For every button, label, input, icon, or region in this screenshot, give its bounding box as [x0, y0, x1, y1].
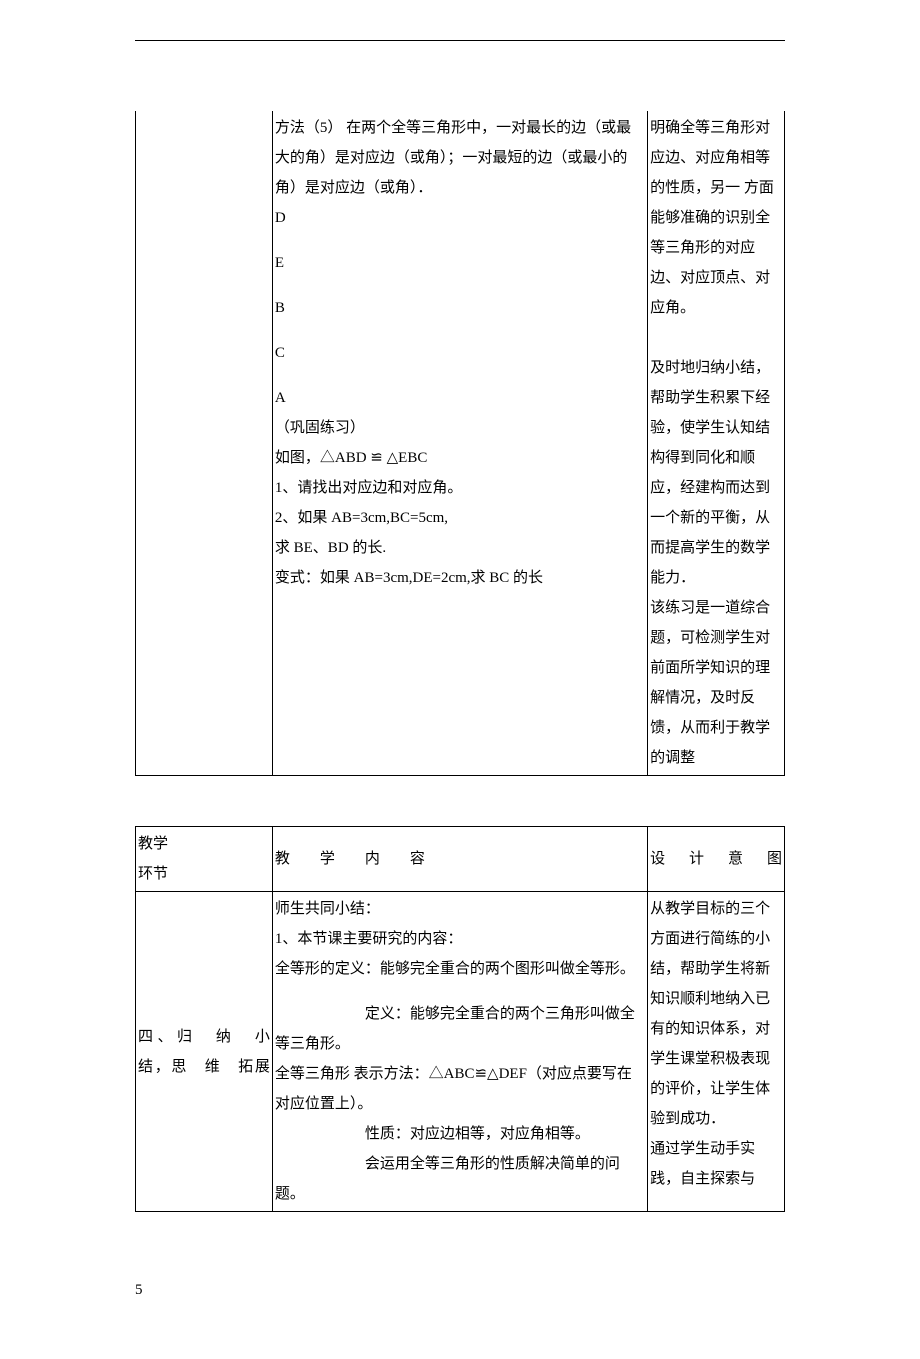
- table-1: 方法（5） 在两个全等三角形中，一对最长的边（或最大的角）是对应边（或角）；一对…: [135, 111, 785, 776]
- table-2-mid-cell: 师生共同小结： 1、本节课主要研究的内容： 全等形的定义：能够完全重合的两个图形…: [272, 892, 647, 1212]
- header-left-l1: 教学: [138, 829, 270, 859]
- congruent-triangle-def-text: 定义：能够完全重合的两个三角形叫做全等三角形。: [275, 1006, 635, 1052]
- header-mid-text: 教 学 内 容: [275, 844, 645, 874]
- point-a: A: [275, 383, 645, 413]
- spacer: [275, 368, 645, 383]
- table-1-left-cell: [136, 111, 273, 776]
- table-1-mid-cell: 方法（5） 在两个全等三角形中，一对最长的边（或最大的角）是对应边（或角）；一对…: [272, 111, 647, 776]
- page: 方法（5） 在两个全等三角形中，一对最长的边（或最大的角）是对应边（或角）；一对…: [0, 0, 920, 1359]
- top-horizontal-rule: [135, 40, 785, 41]
- header-right-text: 设 计 意 图: [650, 844, 782, 874]
- congruent-shape-def: 全等形的定义：能够完全重合的两个图形叫做全等形。: [275, 954, 645, 984]
- spacer: [275, 323, 645, 338]
- header-right: 设 计 意 图: [648, 827, 785, 892]
- design-intent-3: 该练习是一道综合题，可检测学生对前面所学知识的理解情况，及时反馈，从而利于教学的…: [650, 593, 782, 773]
- variant-question: 变式：如果 AB=3cm,DE=2cm,求 BC 的长: [275, 563, 645, 593]
- design-intent-2: 及时地归纳小结，帮助学生积累下经验，使学生认知结构得到同化和顺应，经建构而达到一…: [650, 353, 782, 593]
- spacer: [650, 323, 782, 353]
- spacer: [275, 278, 645, 293]
- properties: 性质：对应边相等，对应角相等。: [275, 1119, 645, 1149]
- design-intent-5: 通过学生动手实践，自主探索与: [650, 1134, 782, 1194]
- properties-text: 性质：对应边相等，对应角相等。: [365, 1126, 590, 1142]
- question-2: 2、如果 AB=3cm,BC=5cm,: [275, 503, 645, 533]
- header-mid: 教 学 内 容: [272, 827, 647, 892]
- notation-method: 全等三角形 表示方法：△ABC≌△DEF（对应点要写在对应位置上）。: [275, 1059, 645, 1119]
- table-2-left-cell: 四、归 纳 小结，思 维 拓展: [136, 892, 273, 1212]
- question-2b: 求 BE、BD 的长.: [275, 533, 645, 563]
- design-intent-1: 明确全等三角形对应边、对应角相等的性质，另一 方面能够准确的识别全等三角形的对应…: [650, 113, 782, 323]
- table-gap: [135, 776, 785, 826]
- design-intent-4: 从教学目标的三个方面进行简练的小结，帮助学生将新知识顺利地纳入已有的知识体系，对…: [650, 894, 782, 1134]
- spacer: [275, 233, 645, 248]
- table-1-right-cell: 明确全等三角形对应边、对应角相等的性质，另一 方面能够准确的识别全等三角形的对应…: [648, 111, 785, 776]
- application-text: 会运用全等三角形的性质解决简单的问题。: [275, 1156, 620, 1202]
- method5-text: 方法（5） 在两个全等三角形中，一对最长的边（或最大的角）是对应边（或角）；一对…: [275, 113, 645, 203]
- application: 会运用全等三角形的性质解决简单的问题。: [275, 1149, 645, 1209]
- point-c: C: [275, 338, 645, 368]
- table-2: 教学 环节 教 学 内 容 设 计 意 图 四、归 纳 小结，思 维 拓展 师生…: [135, 826, 785, 1212]
- header-left-l2: 环节: [138, 859, 270, 889]
- congruent-triangle-def: 定义：能够完全重合的两个三角形叫做全等三角形。: [275, 999, 645, 1059]
- point-d: D: [275, 203, 645, 233]
- summary-heading: 师生共同小结：: [275, 894, 645, 924]
- page-number: 5: [135, 1282, 785, 1299]
- point-e: E: [275, 248, 645, 278]
- figure-text: 如图，△ABD ≌ △EBC: [275, 443, 645, 473]
- question-1: 1、请找出对应边和对应角。: [275, 473, 645, 503]
- summary-item-1: 1、本节课主要研究的内容：: [275, 924, 645, 954]
- table-2-header-row: 教学 环节 教 学 内 容 设 计 意 图: [136, 827, 785, 892]
- spacer: [275, 984, 645, 999]
- table-2-right-cell: 从教学目标的三个方面进行简练的小结，帮助学生将新知识顺利地纳入已有的知识体系，对…: [648, 892, 785, 1212]
- table-1-row: 方法（5） 在两个全等三角形中，一对最长的边（或最大的角）是对应边（或角）；一对…: [136, 111, 785, 776]
- header-left: 教学 环节: [136, 827, 273, 892]
- point-b: B: [275, 293, 645, 323]
- section-4-title: 四、归 纳 小结，思 维 拓展: [138, 1022, 270, 1082]
- practice-heading: （巩固练习）: [275, 413, 645, 443]
- table-2-row-1: 四、归 纳 小结，思 维 拓展 师生共同小结： 1、本节课主要研究的内容： 全等…: [136, 892, 785, 1212]
